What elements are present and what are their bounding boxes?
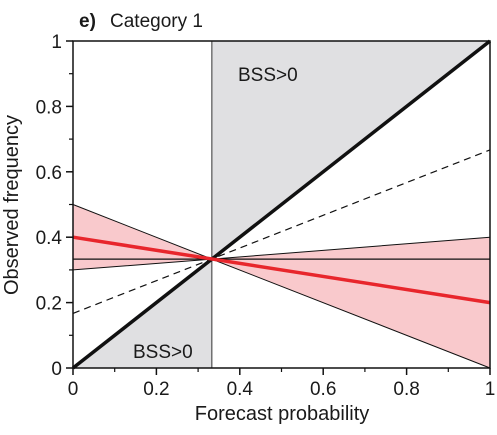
chart-lines xyxy=(71,39,492,370)
y-tick-label: 0.6 xyxy=(36,163,62,184)
x-axis-title: Forecast probability xyxy=(195,403,370,425)
x-tick-label: 0.8 xyxy=(393,379,419,400)
x-tick-label: 0 xyxy=(68,379,79,400)
y-tick-label: 0 xyxy=(51,359,62,380)
x-tick-label: 0.2 xyxy=(143,379,169,400)
y-tick-label: 1 xyxy=(51,32,62,53)
perfect-reliability-line xyxy=(71,39,492,370)
y-tick-label: 0.8 xyxy=(36,97,62,118)
y-tick-label: 0.4 xyxy=(36,228,63,249)
chart-title: Category 1 xyxy=(110,11,203,32)
bss-label-upper: BSS>0 xyxy=(238,65,298,86)
x-tick-label: 0.4 xyxy=(227,379,254,400)
tick-labels: 0 0.2 0.4 0.6 0.8 1 0 0.2 0.4 0.6 0.8 1 xyxy=(36,32,496,400)
x-tick-label: 0.6 xyxy=(310,379,336,400)
y-tick-label: 0.2 xyxy=(36,294,62,315)
y-axis-title: Observed frequency xyxy=(1,115,23,295)
no-skill-line xyxy=(72,149,491,314)
bss-label-lower: BSS>0 xyxy=(133,342,193,363)
panel-letter: e) xyxy=(79,11,96,32)
reliability-fit-line xyxy=(72,235,491,305)
x-tick-label: 1 xyxy=(485,379,496,400)
axis-ticks xyxy=(66,40,491,375)
